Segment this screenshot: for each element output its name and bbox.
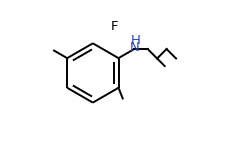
Text: N: N [129, 41, 139, 54]
Text: F: F [110, 20, 118, 33]
Text: H: H [131, 34, 141, 47]
